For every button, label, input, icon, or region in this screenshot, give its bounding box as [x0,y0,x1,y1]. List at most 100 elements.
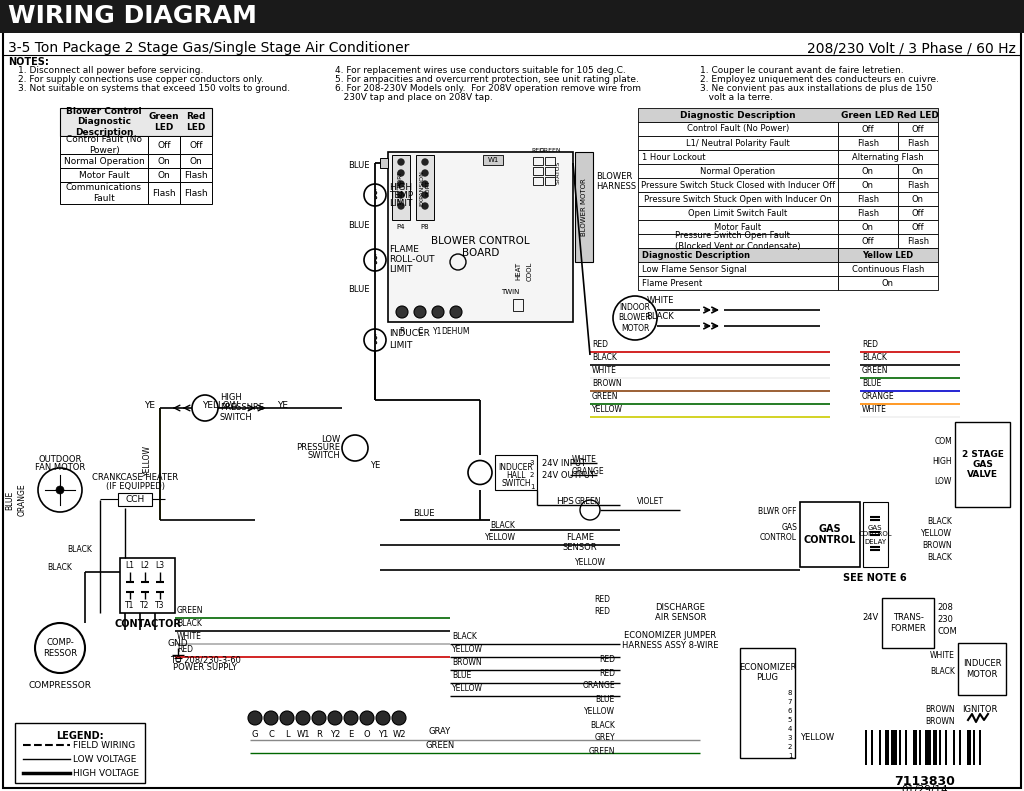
Text: COMPRESSOR: COMPRESSOR [29,681,91,690]
Text: BROWN: BROWN [923,542,952,551]
Text: AIR SENSOR: AIR SENSOR [655,612,707,622]
Circle shape [392,711,406,725]
Text: T2: T2 [140,600,150,610]
Bar [885,730,889,765]
Text: BLACK: BLACK [862,353,887,362]
Text: T1: T1 [125,600,135,610]
Bar [545,177,555,185]
Text: TRANS-
FORMER: TRANS- FORMER [890,613,926,633]
Bar [638,192,838,206]
Text: BLUE: BLUE [348,286,370,294]
Circle shape [422,203,428,209]
Bar [416,155,434,220]
Bar [933,730,937,765]
Text: L1/ Neutral Polarity Fault: L1/ Neutral Polarity Fault [686,138,790,147]
Text: Flash: Flash [857,138,879,147]
Bar [898,164,938,178]
Text: 24V: 24V [863,614,879,623]
Bar [838,164,898,178]
Text: Flash: Flash [907,138,929,147]
Text: Red
LED: Red LED [186,112,206,131]
Text: BLUE: BLUE [348,161,370,169]
Text: ECONOMIZER JUMPER: ECONOMIZER JUMPER [624,630,716,639]
Bar [388,152,573,322]
Text: 230: 230 [937,615,953,625]
Bar [838,220,898,234]
Text: Motor Fault: Motor Fault [715,222,762,232]
Text: R: R [316,730,322,739]
Bar [838,178,898,192]
Text: Off: Off [911,209,925,218]
Bar [898,234,938,248]
Text: TO 208/230-3-60: TO 208/230-3-60 [170,656,241,664]
Text: GAS: GAS [781,523,797,532]
Text: RED: RED [594,596,610,604]
Bar [899,730,901,765]
Text: 2. Employez uniquement des conducteurs en cuivre.: 2. Employez uniquement des conducteurs e… [700,75,939,84]
Text: Off: Off [861,124,874,134]
Text: 3-5 Ton Package 2 Stage Gas/Single Stage Air Conditioner: 3-5 Ton Package 2 Stage Gas/Single Stage… [8,41,410,55]
Text: 3: 3 [529,460,535,466]
Text: YELLOW: YELLOW [452,684,483,693]
Text: P8: P8 [421,224,429,230]
Text: BLACK: BLACK [452,632,477,641]
Text: Off: Off [911,222,925,232]
Text: YE: YE [370,461,380,471]
Bar [545,157,555,165]
Text: Control Fault (No Power): Control Fault (No Power) [687,124,790,134]
Circle shape [56,486,63,494]
Text: Normal Operation: Normal Operation [63,157,144,165]
Bar [575,152,593,262]
Text: GAS
CONTROL: GAS CONTROL [804,524,856,545]
Bar [148,182,180,204]
Bar [638,206,838,220]
Text: BROWN: BROWN [452,658,481,667]
Text: Off: Off [189,141,203,149]
Text: GREEN: GREEN [177,606,204,615]
Text: Off: Off [911,124,925,134]
Text: PLUG: PLUG [757,673,778,683]
Circle shape [398,192,404,198]
Text: FIELD WIRING: FIELD WIRING [73,740,135,750]
Bar [838,192,898,206]
Bar [898,206,938,220]
Bar [863,502,888,567]
Circle shape [398,181,404,187]
Bar [898,136,938,150]
Text: Blower Control
Diagnostic
Description: Blower Control Diagnostic Description [67,107,141,137]
Bar [638,108,938,122]
Text: INDOOR
BLOWER
MOTOR: INDOOR BLOWER MOTOR [618,303,651,333]
Text: VIOLET: VIOLET [637,497,664,506]
Text: CCH: CCH [125,495,144,505]
Text: SWITCH: SWITCH [501,479,530,488]
Text: Flash: Flash [857,195,879,203]
Text: COM: COM [937,627,956,637]
Text: LOW: LOW [935,478,952,486]
Text: P4: P4 [396,224,406,230]
Text: BLUE: BLUE [348,221,370,229]
Text: COMP-
RESSOR: COMP- RESSOR [43,638,77,657]
Bar [898,192,938,206]
Text: 230V tap and place on 208V tap.: 230V tap and place on 208V tap. [335,93,493,102]
Text: On: On [882,278,894,287]
Text: Pressure Switch Stuck Open with Inducer On: Pressure Switch Stuck Open with Inducer … [644,195,831,203]
Bar [838,122,898,136]
Text: ORANGE: ORANGE [572,467,604,476]
Bar [534,157,543,165]
Text: HARNESS ASSY 8-WIRE: HARNESS ASSY 8-WIRE [622,641,718,649]
Text: On: On [158,171,170,180]
Bar [180,136,212,154]
Text: C: C [418,327,423,336]
Text: YELLOW: YELLOW [921,529,952,539]
Text: YELLOW: YELLOW [202,400,239,410]
Text: 2: 2 [529,472,535,478]
Text: Communications
Fault: Communications Fault [66,184,142,202]
Text: BLWR OFF: BLWR OFF [759,508,797,517]
Text: Green
LED: Green LED [148,112,179,131]
Text: BLACK: BLACK [930,667,955,676]
Text: YELLOW: YELLOW [452,645,483,654]
Bar [865,730,867,765]
Bar [180,182,212,204]
Circle shape [414,306,426,318]
Text: INDUCER: INDUCER [499,463,534,472]
